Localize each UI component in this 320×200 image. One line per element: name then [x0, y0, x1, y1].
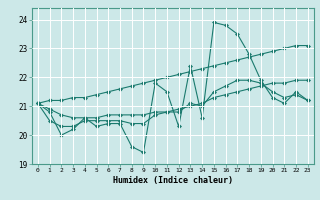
- X-axis label: Humidex (Indice chaleur): Humidex (Indice chaleur): [113, 176, 233, 185]
